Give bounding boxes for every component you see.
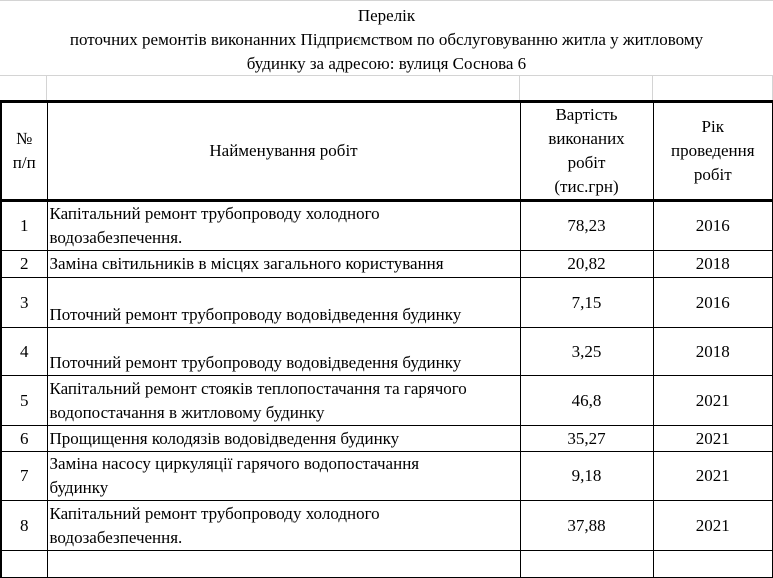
row-cost: 78,23 bbox=[519, 200, 654, 251]
row-num: 7 bbox=[0, 451, 48, 501]
row-name: Заміна світильників в місцях загального … bbox=[46, 250, 521, 278]
header-cost: Вартість виконаних робіт (тис.грн) bbox=[519, 100, 654, 202]
row-name: Капітальний ремонт трубопроводу холодног… bbox=[46, 200, 521, 251]
empty-row bbox=[0, 550, 773, 578]
table-row: 8 Капітальний ремонт трубопроводу холодн… bbox=[0, 500, 773, 551]
header-num: № п/п bbox=[0, 100, 48, 202]
row-cost: 7,15 bbox=[519, 277, 654, 328]
empty-cell[interactable] bbox=[0, 550, 48, 578]
table-row: 2 Заміна світильників в місцях загальног… bbox=[0, 250, 773, 278]
row-num: 1 bbox=[0, 200, 48, 251]
row-name: Капітальний ремонт трубопроводу холодног… bbox=[46, 500, 521, 551]
row-num: 3 bbox=[0, 277, 48, 328]
table-row: 7 Заміна насосу циркуляції гарячого водо… bbox=[0, 451, 773, 501]
row-num: 6 bbox=[0, 425, 48, 452]
row-num: 2 bbox=[0, 250, 48, 278]
row-cost: 9,18 bbox=[519, 451, 654, 501]
empty-cell[interactable] bbox=[519, 550, 654, 578]
row-name: Поточний ремонт трубопроводу водовідведе… bbox=[46, 327, 521, 376]
table-row: 5 Капітальний ремонт стояків теплопостач… bbox=[0, 375, 773, 426]
row-year: 2021 bbox=[652, 425, 773, 452]
row-cost: 46,8 bbox=[519, 375, 654, 426]
row-cost: 35,27 bbox=[519, 425, 654, 452]
header-row: № п/п Найменування робіт Вартість виконани… bbox=[0, 100, 773, 202]
empty-cell[interactable] bbox=[653, 76, 773, 101]
title-line-2: поточних ремонтів виконанних Підприємств… bbox=[69, 30, 704, 49]
row-cost: 3,25 bbox=[519, 327, 654, 376]
empty-cell[interactable] bbox=[47, 76, 520, 101]
table-row: 1 Капітальний ремонт трубопроводу холодн… bbox=[0, 200, 773, 251]
row-cost: 20,82 bbox=[519, 250, 654, 278]
title-line-3: будинку за адресою: вулиця Соснова 6 bbox=[246, 54, 527, 73]
row-name: Поточний ремонт трубопроводу водовідведе… bbox=[46, 277, 521, 328]
row-year: 2021 bbox=[652, 375, 773, 426]
row-num: 4 bbox=[0, 327, 48, 376]
empty-cell[interactable] bbox=[652, 550, 773, 578]
row-name: Капітальний ремонт стояків теплопостачан… bbox=[46, 375, 521, 426]
document-title: Перелік поточних ремонтів виконанних Під… bbox=[0, 0, 773, 76]
row-cost: 37,88 bbox=[519, 500, 654, 551]
table-row: 3 Поточний ремонт трубопроводу водовідве… bbox=[0, 277, 773, 328]
row-year: 2018 bbox=[652, 327, 773, 376]
empty-cell[interactable] bbox=[0, 76, 47, 101]
header-name: Найменування робіт bbox=[46, 100, 521, 202]
table-row: 4 Поточний ремонт трубопроводу водовідве… bbox=[0, 327, 773, 376]
row-year: 2016 bbox=[652, 277, 773, 328]
row-name: Прощищення колодязів водовідведення буди… bbox=[46, 425, 521, 452]
row-year: 2021 bbox=[652, 500, 773, 551]
table-row: 6 Прощищення колодязів водовідведення бу… bbox=[0, 425, 773, 452]
row-year: 2018 bbox=[652, 250, 773, 278]
row-num: 5 bbox=[0, 375, 48, 426]
empty-cell[interactable] bbox=[520, 76, 653, 101]
row-name: Заміна насосу циркуляції гарячого водопо… bbox=[46, 451, 521, 501]
row-num: 8 bbox=[0, 500, 48, 551]
title-line-1: Перелік bbox=[357, 6, 416, 25]
empty-cell[interactable] bbox=[46, 550, 521, 578]
row-year: 2021 bbox=[652, 451, 773, 501]
row-year: 2016 bbox=[652, 200, 773, 251]
header-year: Рік проведення робіт bbox=[652, 100, 773, 202]
repairs-table: № п/п Найменування робіт Вартість виконани… bbox=[0, 100, 773, 578]
